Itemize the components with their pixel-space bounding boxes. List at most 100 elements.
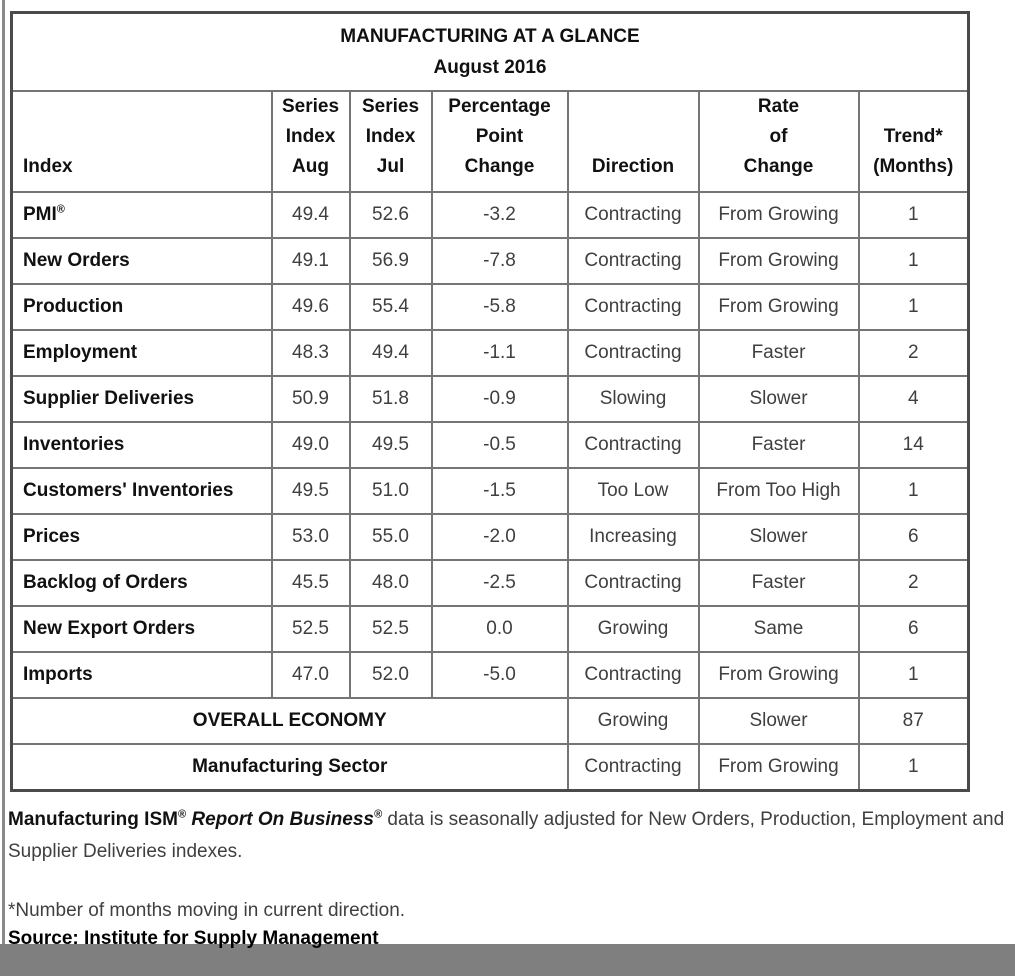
trend-cell: 1 bbox=[857, 283, 970, 331]
jul-cell: 51.8 bbox=[348, 375, 433, 423]
aug-cell: 49.1 bbox=[270, 237, 351, 285]
direction-cell: Contracting bbox=[566, 421, 700, 469]
change-cell: -3.2 bbox=[430, 191, 569, 239]
direction-cell: Contracting bbox=[566, 559, 700, 607]
column-header-series-index-jul: Series Index Jul bbox=[348, 90, 433, 193]
direction-cell: Too Low bbox=[566, 467, 700, 515]
trend-cell: 4 bbox=[857, 375, 970, 423]
aug-cell: 45.5 bbox=[270, 559, 351, 607]
aug-cell: 48.3 bbox=[270, 329, 351, 377]
column-header-rate-of-change: Rate of Change bbox=[697, 90, 860, 193]
index-cell: Employment bbox=[10, 329, 273, 377]
summary-row-overall-economy: OVERALL ECONOMY Growing Slower 87 bbox=[10, 697, 970, 745]
change-cell: -5.0 bbox=[430, 651, 569, 699]
aug-cell: 52.5 bbox=[270, 605, 351, 653]
footnotes: Manufacturing ISM® Report On Business® d… bbox=[8, 804, 1008, 949]
manufacturing-at-a-glance-table: MANUFACTURING AT A GLANCE August 2016 In… bbox=[10, 11, 970, 792]
index-cell: Customers' Inventories bbox=[10, 467, 273, 515]
rate-cell: Faster bbox=[697, 421, 860, 469]
window-left-border bbox=[2, 0, 5, 944]
change-cell: -2.0 bbox=[430, 513, 569, 561]
index-cell: Supplier Deliveries bbox=[10, 375, 273, 423]
bottom-gray-bar bbox=[0, 944, 1015, 976]
trend-cell: 1 bbox=[857, 743, 970, 791]
table-row-supplier-deliveries: Supplier Deliveries 50.9 51.8 -0.9 Slowi… bbox=[10, 375, 970, 423]
table-row-pmi: PMI® 49.4 52.6 -3.2 Contracting From Gro… bbox=[10, 191, 970, 239]
registered-mark: ® bbox=[373, 808, 383, 821]
summary-label-cell: OVERALL ECONOMY bbox=[10, 697, 569, 745]
rate-cell: From Growing bbox=[697, 237, 860, 285]
trend-cell: 6 bbox=[857, 605, 970, 653]
direction-cell: Growing bbox=[566, 697, 700, 745]
change-cell: -7.8 bbox=[430, 237, 569, 285]
table-row-new-orders: New Orders 49.1 56.9 -7.8 Contracting Fr… bbox=[10, 237, 970, 285]
header-row: Index Series Index Aug Series Index Jul … bbox=[10, 90, 970, 193]
direction-cell: Growing bbox=[566, 605, 700, 653]
table-row-backlog-of-orders: Backlog of Orders 45.5 48.0 -2.5 Contrac… bbox=[10, 559, 970, 607]
jul-cell: 49.4 bbox=[348, 329, 433, 377]
trend-cell: 1 bbox=[857, 191, 970, 239]
change-cell: -2.5 bbox=[430, 559, 569, 607]
column-header-series-index-aug: Series Index Aug bbox=[270, 90, 351, 193]
rate-cell: Slower bbox=[697, 375, 860, 423]
rate-cell: From Growing bbox=[697, 651, 860, 699]
aug-cell: 49.0 bbox=[270, 421, 351, 469]
index-cell: Backlog of Orders bbox=[10, 559, 273, 607]
title-row: MANUFACTURING AT A GLANCE August 2016 bbox=[10, 11, 970, 92]
trend-cell: 2 bbox=[857, 559, 970, 607]
index-cell: Prices bbox=[10, 513, 273, 561]
table-row-new-export-orders: New Export Orders 52.5 52.5 0.0 Growing … bbox=[10, 605, 970, 653]
change-cell: -1.1 bbox=[430, 329, 569, 377]
rate-cell: From Growing bbox=[697, 191, 860, 239]
table-title-cell: MANUFACTURING AT A GLANCE August 2016 bbox=[10, 11, 970, 92]
registered-mark: ® bbox=[177, 808, 187, 821]
table-row-employment: Employment 48.3 49.4 -1.1 Contracting Fa… bbox=[10, 329, 970, 377]
index-cell: Imports bbox=[10, 651, 273, 699]
column-header-percentage-point-change: Percentage Point Change bbox=[430, 90, 569, 193]
summary-row-manufacturing-sector: Manufacturing Sector Contracting From Gr… bbox=[10, 743, 970, 791]
direction-cell: Contracting bbox=[566, 283, 700, 331]
aug-cell: 53.0 bbox=[270, 513, 351, 561]
jul-cell: 51.0 bbox=[348, 467, 433, 515]
trend-cell: 1 bbox=[857, 467, 970, 515]
aug-cell: 49.6 bbox=[270, 283, 351, 331]
change-cell: -5.8 bbox=[430, 283, 569, 331]
trend-cell: 2 bbox=[857, 329, 970, 377]
index-cell: Inventories bbox=[10, 421, 273, 469]
rate-cell: From Growing bbox=[697, 283, 860, 331]
aug-cell: 49.4 bbox=[270, 191, 351, 239]
change-cell: -1.5 bbox=[430, 467, 569, 515]
jul-cell: 52.0 bbox=[348, 651, 433, 699]
column-header-direction: Direction bbox=[566, 90, 700, 193]
column-header-trend-months: Trend* (Months) bbox=[857, 90, 970, 193]
source-line: Source: Institute for Supply Management bbox=[8, 928, 379, 949]
index-cell: Production bbox=[10, 283, 273, 331]
column-header-index: Index bbox=[10, 90, 273, 193]
rate-cell: Faster bbox=[697, 329, 860, 377]
aug-cell: 47.0 bbox=[270, 651, 351, 699]
direction-cell: Contracting bbox=[566, 743, 700, 791]
jul-cell: 52.6 bbox=[348, 191, 433, 239]
seasonal-adjustment-note: Manufacturing ISM® Report On Business® d… bbox=[8, 808, 1005, 862]
trend-cell: 87 bbox=[857, 697, 970, 745]
trend-asterisk-note: *Number of months moving in current dire… bbox=[8, 900, 406, 921]
rate-cell: Faster bbox=[697, 559, 860, 607]
direction-cell: Slowing bbox=[566, 375, 700, 423]
rate-cell: From Growing bbox=[697, 743, 860, 791]
jul-cell: 55.0 bbox=[348, 513, 433, 561]
registered-mark: ® bbox=[56, 203, 65, 216]
table-row-production: Production 49.6 55.4 -5.8 Contracting Fr… bbox=[10, 283, 970, 331]
direction-cell: Contracting bbox=[566, 329, 700, 377]
jul-cell: 48.0 bbox=[348, 559, 433, 607]
table-row-customers-inventories: Customers' Inventories 49.5 51.0 -1.5 To… bbox=[10, 467, 970, 515]
rate-cell: Slower bbox=[697, 513, 860, 561]
direction-cell: Increasing bbox=[566, 513, 700, 561]
table-title: MANUFACTURING AT A GLANCE bbox=[340, 26, 640, 47]
aug-cell: 49.5 bbox=[270, 467, 351, 515]
index-cell: New Export Orders bbox=[10, 605, 273, 653]
direction-cell: Contracting bbox=[566, 237, 700, 285]
rate-cell: From Too High bbox=[697, 467, 860, 515]
change-cell: 0.0 bbox=[430, 605, 569, 653]
rate-cell: Same bbox=[697, 605, 860, 653]
table-subtitle: August 2016 bbox=[433, 57, 547, 78]
